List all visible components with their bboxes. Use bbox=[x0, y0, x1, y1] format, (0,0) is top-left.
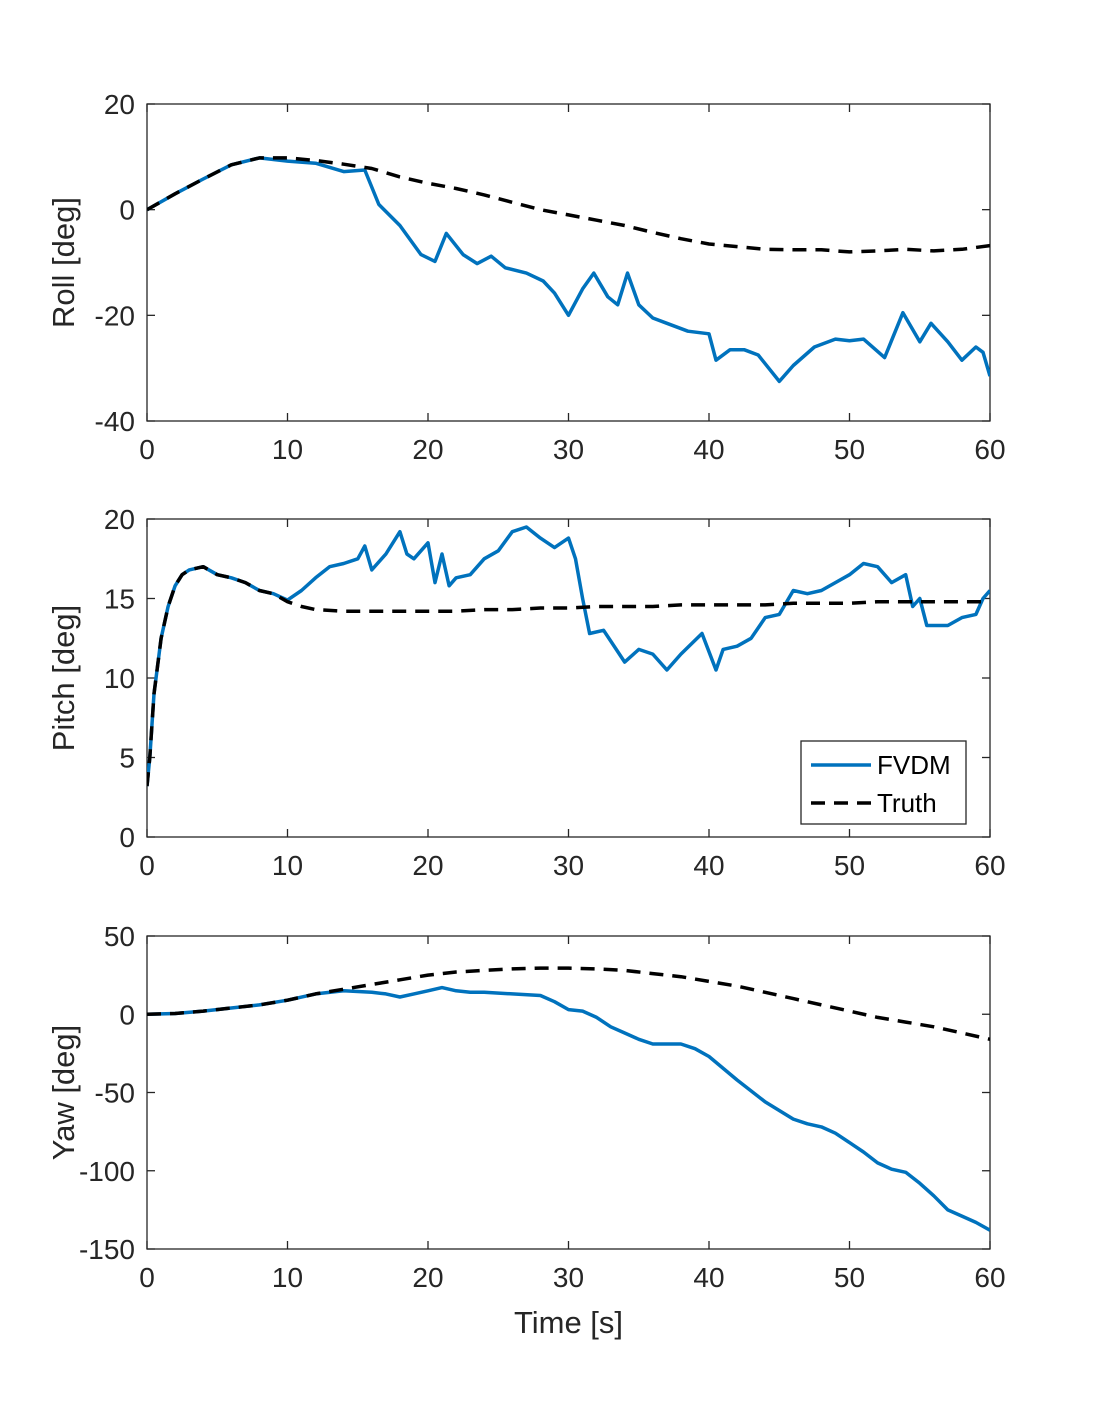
series-line-fvdm bbox=[147, 985, 990, 1232]
series-line-truth bbox=[147, 966, 990, 1042]
x-tick-label: 20 bbox=[412, 1262, 443, 1293]
y-axis-label: Yaw [deg] bbox=[46, 1025, 81, 1161]
y-tick-label: 15 bbox=[104, 584, 135, 615]
x-tick-label: 50 bbox=[834, 434, 865, 465]
y-tick-label: 5 bbox=[119, 743, 135, 774]
x-tick-label: 40 bbox=[693, 850, 724, 881]
series-line-fvdm bbox=[147, 525, 990, 787]
series-line-fvdm bbox=[147, 156, 990, 384]
y-tick-label: -150 bbox=[79, 1234, 135, 1265]
y-tick-label: 10 bbox=[104, 663, 135, 694]
y-axis-label: Roll [deg] bbox=[46, 197, 81, 328]
x-tick-label: 0 bbox=[139, 850, 155, 881]
x-tick-label: 40 bbox=[693, 434, 724, 465]
legend-box bbox=[800, 740, 967, 825]
x-tick-label: 0 bbox=[139, 434, 155, 465]
panel-yaw: 0 10 20 30 40 50 60 50 0 -50 -100 -150 Yaw [deg] Time… bbox=[46, 921, 1006, 1340]
series-group-yaw bbox=[147, 966, 990, 1232]
x-tick-label: 10 bbox=[272, 850, 303, 881]
y-tick-label: 0 bbox=[119, 195, 135, 226]
y-tick-label: 20 bbox=[104, 504, 135, 535]
x-tick-label: 60 bbox=[974, 434, 1005, 465]
x-tick-label: 40 bbox=[693, 1262, 724, 1293]
x-tick-label: 30 bbox=[553, 850, 584, 881]
series-line-truth bbox=[147, 564, 990, 787]
x-tick-label: 60 bbox=[974, 1262, 1005, 1293]
series-group-pitch bbox=[147, 525, 990, 787]
legend: FVDM Truth bbox=[800, 740, 967, 825]
x-tick-label: 50 bbox=[834, 850, 865, 881]
y-tick-label: -100 bbox=[79, 1156, 135, 1187]
series-group-roll bbox=[147, 156, 990, 384]
legend-label-truth: Truth bbox=[877, 788, 937, 818]
x-tick-label: 50 bbox=[834, 1262, 865, 1293]
x-tick-label: 30 bbox=[553, 1262, 584, 1293]
x-tick-label: 60 bbox=[974, 850, 1005, 881]
series-line-truth bbox=[147, 156, 990, 254]
x-tick-label: 0 bbox=[139, 1262, 155, 1293]
x-tick-label: 30 bbox=[553, 434, 584, 465]
y-tick-label: -40 bbox=[95, 406, 135, 437]
x-axis-label: Time [s] bbox=[514, 1305, 623, 1340]
x-tick-label: 10 bbox=[272, 1262, 303, 1293]
y-tick-label: 0 bbox=[119, 999, 135, 1030]
x-tick-label: 20 bbox=[412, 434, 443, 465]
y-tick-label: 50 bbox=[104, 921, 135, 952]
legend-label-fvdm: FVDM bbox=[877, 750, 951, 780]
x-tick-label: 20 bbox=[412, 850, 443, 881]
y-tick-label: 20 bbox=[104, 89, 135, 120]
y-tick-label: 0 bbox=[119, 822, 135, 853]
x-tick-label: 10 bbox=[272, 434, 303, 465]
y-axis-label: Pitch [deg] bbox=[46, 605, 81, 751]
y-tick-label: -20 bbox=[95, 300, 135, 331]
panel-roll: 0 10 20 30 40 50 60 20 0 -20 -40 Roll [deg] bbox=[46, 89, 1006, 465]
y-tick-label: -50 bbox=[95, 1078, 135, 1109]
